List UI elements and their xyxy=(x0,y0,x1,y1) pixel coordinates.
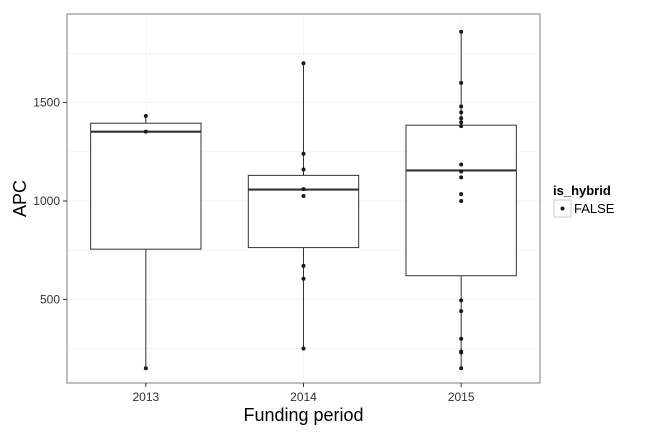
y-tick-label: 1500 xyxy=(33,96,60,110)
legend-title: is_hybrid xyxy=(553,183,611,198)
data-point xyxy=(459,192,464,197)
box-2014 xyxy=(247,63,360,349)
data-point xyxy=(301,61,306,66)
data-point xyxy=(301,276,306,281)
data-point xyxy=(459,116,464,121)
data-point xyxy=(143,113,148,118)
data-point xyxy=(459,169,464,174)
data-point xyxy=(459,120,464,125)
box-iqr xyxy=(90,122,202,250)
data-point xyxy=(301,187,306,192)
data-point xyxy=(459,110,464,115)
x-tick-label: 2013 xyxy=(132,390,159,404)
data-point xyxy=(459,309,464,314)
data-point xyxy=(459,366,464,371)
x-tick-label: 2014 xyxy=(290,390,317,404)
y-axis-title: APC xyxy=(10,180,30,217)
data-point xyxy=(301,151,306,156)
x-axis-title: Funding period xyxy=(243,405,363,425)
legend-key-point xyxy=(560,206,565,211)
data-point xyxy=(459,29,464,34)
data-point xyxy=(459,336,464,341)
x-tick-label: 2015 xyxy=(448,390,475,404)
data-point xyxy=(459,104,464,109)
data-point xyxy=(459,80,464,85)
box-iqr xyxy=(247,174,360,249)
legend: is_hybrid FALSE xyxy=(553,183,615,218)
legend-entry-false: FALSE xyxy=(574,201,615,216)
data-point xyxy=(301,263,306,268)
data-point xyxy=(143,129,148,134)
data-point xyxy=(459,198,464,203)
data-point xyxy=(459,350,464,355)
data-point xyxy=(459,298,464,303)
y-tick-label: 500 xyxy=(40,292,60,306)
point-layer xyxy=(143,29,464,371)
axis-layer: 500 1000 1500 2013 2014 2015 xyxy=(33,96,475,404)
data-point xyxy=(143,366,148,371)
data-point xyxy=(459,124,464,129)
data-point xyxy=(459,162,464,167)
box-2013 xyxy=(90,115,202,369)
data-point xyxy=(301,167,306,172)
data-point xyxy=(301,346,306,351)
data-point xyxy=(459,175,464,180)
y-tick-label: 1000 xyxy=(33,194,60,208)
box-layer xyxy=(90,31,517,369)
data-point xyxy=(301,194,306,199)
